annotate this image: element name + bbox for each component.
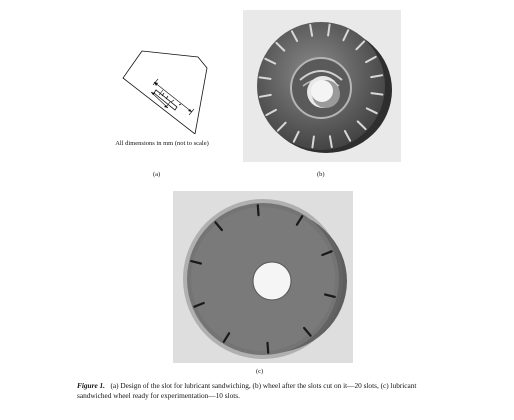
wheel-slot: [266, 341, 270, 354]
wheel-slot: [303, 326, 312, 337]
wheel-slot: [258, 76, 272, 80]
wheel-face-texture: [183, 199, 343, 359]
wheel-slot: [276, 121, 287, 132]
wheel-slot: [256, 204, 260, 217]
dimension-marks: [161, 92, 182, 106]
dimension-line-width: [150, 91, 169, 109]
dimension-arrow: [151, 92, 155, 95]
wheel-slot: [295, 215, 304, 226]
wheel-slot: [343, 130, 352, 142]
wheel-slot: [356, 120, 367, 131]
wheel-slot: [275, 41, 286, 52]
dimension-tick: [158, 89, 164, 96]
dimension-tick: [188, 108, 195, 116]
panel-label-a: (a): [153, 171, 161, 178]
wheel-slots: [258, 23, 384, 149]
grinding-wheel-10-slots-photo: [173, 191, 353, 363]
wheel-slot: [292, 130, 300, 143]
wheel-slot: [290, 30, 299, 42]
dimension-tick: [152, 78, 159, 86]
wheel-slot: [327, 23, 331, 37]
dimension-arrow: [154, 82, 158, 86]
wheel-slot: [370, 92, 384, 96]
wheel-slot: [365, 107, 378, 115]
wheel-slot: [214, 221, 224, 232]
caption-text: (a) Design of the slot for lubricant san…: [77, 381, 417, 400]
dimension-note: All dimensions in mm (not to scale): [115, 140, 209, 147]
dimension-line-depth: [153, 81, 193, 113]
wheel-slot: [258, 93, 272, 98]
wheel-slot: [370, 74, 384, 79]
grinding-wheel-20-slots-photo: [243, 10, 401, 162]
panel-label-c: (c): [256, 368, 264, 375]
wheel-segment-outline: [122, 50, 208, 134]
wheel-slot: [311, 135, 315, 149]
wheel-slot: [365, 55, 377, 64]
wheel-slot: [190, 259, 202, 265]
dimension-arrow: [164, 105, 168, 108]
figure-label: Figure 1.: [77, 381, 105, 390]
wheel-slot: [309, 23, 314, 37]
wheel-slot: [324, 293, 336, 299]
wheel-slot: [321, 250, 333, 257]
dimension-tick: [166, 101, 171, 107]
panel-label-b: (b): [317, 171, 325, 178]
wheel-bore: [252, 261, 292, 301]
wheel-slot: [222, 332, 231, 343]
slot-design-schematic: [122, 50, 208, 134]
wheel-slot: [264, 57, 277, 65]
wheel-slot: [193, 301, 205, 308]
dimension-arrow: [188, 109, 192, 112]
wheel-slot: [328, 135, 333, 149]
wheel-label-text-arc: [299, 70, 343, 81]
wheel-slot: [342, 29, 350, 42]
figure-caption: Figure 1. (a) Design of the slot for lub…: [77, 381, 442, 401]
wheel-slots: [190, 204, 336, 354]
wheel-slot: [355, 40, 366, 51]
wheel-bore-inner: [311, 80, 333, 102]
wheel-slot: [265, 108, 277, 117]
